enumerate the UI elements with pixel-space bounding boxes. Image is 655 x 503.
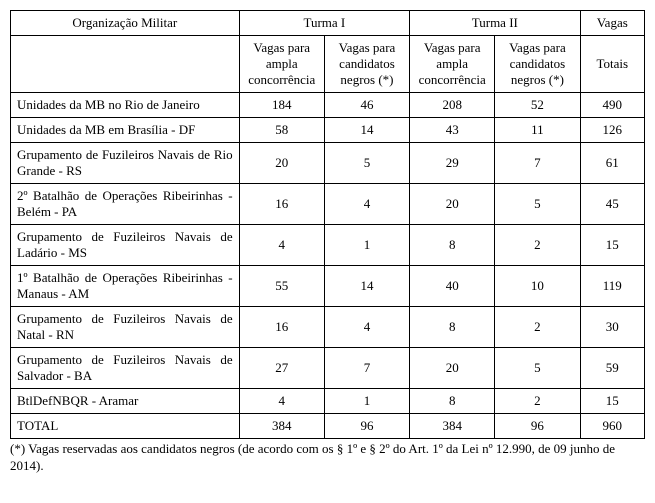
cell-tot: 61 [580,143,644,184]
table-row: Grupamento de Fuzileiros Navais de Salva… [11,348,645,389]
cell-tot: 15 [580,389,644,414]
col-sub-t2-ampla: Vagas para ampla concorrência [410,36,495,93]
cell-total-tot: 960 [580,414,644,439]
cell-t1a: 55 [239,266,324,307]
cell-t1a: 58 [239,118,324,143]
col-header-turma2: Turma II [410,11,580,36]
cell-t2a: 8 [410,307,495,348]
cell-t2a: 8 [410,225,495,266]
cell-t1a: 16 [239,184,324,225]
cell-t1n: 14 [324,118,409,143]
cell-tot: 59 [580,348,644,389]
cell-org: Grupamento de Fuzileiros Navais de Rio G… [11,143,240,184]
cell-t2a: 20 [410,184,495,225]
table-row: Unidades da MB no Rio de Janeiro18446208… [11,93,645,118]
col-sub-totais: Totais [580,36,644,93]
cell-org: 2º Batalhão de Operações Ribeirinhas - B… [11,184,240,225]
table-total-row: TOTAL3849638496960 [11,414,645,439]
cell-org: BtlDefNBQR - Aramar [11,389,240,414]
table-row: Grupamento de Fuzileiros Navais de Rio G… [11,143,645,184]
cell-t2n: 7 [495,143,580,184]
cell-t1n: 1 [324,389,409,414]
cell-t2n: 10 [495,266,580,307]
cell-t1a: 4 [239,225,324,266]
cell-total-t1a: 384 [239,414,324,439]
cell-tot: 15 [580,225,644,266]
col-sub-t1-negros: Vagas para candidatos negros (*) [324,36,409,93]
cell-tot: 119 [580,266,644,307]
cell-tot: 30 [580,307,644,348]
cell-tot: 490 [580,93,644,118]
cell-org: 1º Batalhão de Operações Ribeirinhas - M… [11,266,240,307]
cell-t2n: 11 [495,118,580,143]
cell-t1n: 14 [324,266,409,307]
col-sub-empty [11,36,240,93]
table-body: Unidades da MB no Rio de Janeiro18446208… [11,93,645,439]
cell-org: Unidades da MB no Rio de Janeiro [11,93,240,118]
cell-org: Grupamento de Fuzileiros Navais de Natal… [11,307,240,348]
cell-t1a: 20 [239,143,324,184]
cell-t1n: 7 [324,348,409,389]
cell-total-t2n: 96 [495,414,580,439]
cell-total-label: TOTAL [11,414,240,439]
cell-t2n: 5 [495,184,580,225]
cell-t2n: 5 [495,348,580,389]
col-header-turma1: Turma I [239,11,409,36]
cell-t2n: 52 [495,93,580,118]
col-header-vagas: Vagas [580,11,644,36]
cell-t1n: 5 [324,143,409,184]
table-row: 2º Batalhão de Operações Ribeirinhas - B… [11,184,645,225]
cell-org: Unidades da MB em Brasília - DF [11,118,240,143]
table-row: BtlDefNBQR - Aramar418215 [11,389,645,414]
cell-t2n: 2 [495,389,580,414]
cell-tot: 126 [580,118,644,143]
cell-t1n: 4 [324,307,409,348]
cell-total-t2a: 384 [410,414,495,439]
cell-org: Grupamento de Fuzileiros Navais de Salva… [11,348,240,389]
cell-t2a: 40 [410,266,495,307]
col-header-org: Organização Militar [11,11,240,36]
table-row: 1º Batalhão de Operações Ribeirinhas - M… [11,266,645,307]
cell-t2a: 208 [410,93,495,118]
table-row: Unidades da MB em Brasília - DF581443111… [11,118,645,143]
cell-t1n: 46 [324,93,409,118]
table-row: Grupamento de Fuzileiros Navais de Natal… [11,307,645,348]
vagas-table: Organização Militar Turma I Turma II Vag… [10,10,645,439]
cell-t1n: 1 [324,225,409,266]
cell-total-t1n: 96 [324,414,409,439]
cell-t2a: 43 [410,118,495,143]
cell-t2a: 29 [410,143,495,184]
cell-t1a: 27 [239,348,324,389]
col-sub-t2-negros: Vagas para candidatos negros (*) [495,36,580,93]
cell-t2a: 8 [410,389,495,414]
cell-t2a: 20 [410,348,495,389]
cell-t1n: 4 [324,184,409,225]
cell-tot: 45 [580,184,644,225]
cell-t1a: 4 [239,389,324,414]
cell-t2n: 2 [495,307,580,348]
cell-org: Grupamento de Fuzileiros Navais de Ladár… [11,225,240,266]
cell-t1a: 184 [239,93,324,118]
cell-t2n: 2 [495,225,580,266]
col-sub-t1-ampla: Vagas para ampla concorrência [239,36,324,93]
footnote: (*) Vagas reservadas aos candidatos negr… [10,441,645,475]
table-row: Grupamento de Fuzileiros Navais de Ladár… [11,225,645,266]
cell-t1a: 16 [239,307,324,348]
